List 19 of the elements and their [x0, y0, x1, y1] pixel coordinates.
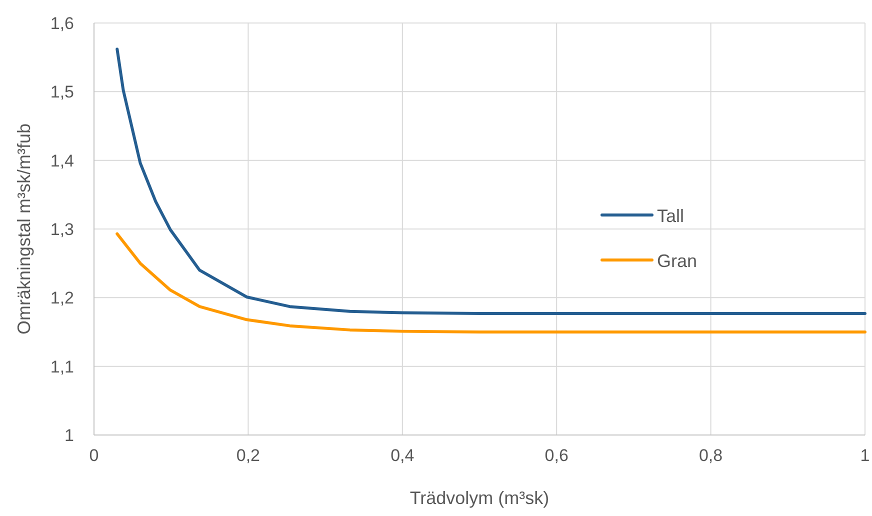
y-axis-title: Omräkningstal m³sk/m³fub: [14, 123, 34, 335]
legend-label: Gran: [657, 251, 698, 271]
y-tick-label: 1,1: [50, 357, 74, 376]
x-tick-label: 0,4: [390, 446, 414, 465]
line-series: [116, 232, 866, 334]
x-axis-title: Trädvolym (m³sk): [410, 488, 550, 508]
x-tick-label: 1: [860, 446, 870, 465]
y-tick-label: 1,5: [50, 82, 74, 102]
x-tick-label: 0,2: [236, 446, 260, 465]
y-tick-label: 1,2: [50, 288, 74, 308]
x-tick-label: 0,8: [698, 446, 723, 465]
y-tick-label: 1: [64, 426, 74, 445]
y-tick-label: 1,4: [50, 151, 74, 170]
x-tick-label: 0: [89, 446, 99, 465]
y-tick-label: 1,3: [50, 220, 74, 239]
x-tick-label: 0,6: [544, 446, 568, 465]
y-tick-label: 1,6: [50, 14, 74, 33]
legend-label: Tall: [657, 206, 684, 226]
line-series: [116, 48, 866, 315]
